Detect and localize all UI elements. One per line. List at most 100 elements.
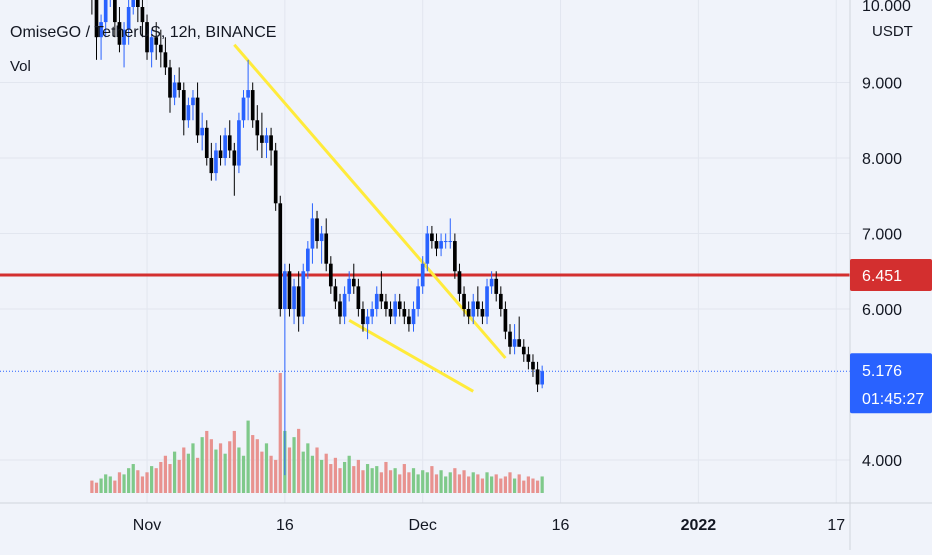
volume-bar: [508, 472, 512, 493]
candle-body: [131, 0, 136, 7]
volume-bar: [122, 474, 126, 493]
candle: [489, 271, 494, 294]
y-tick-label: 4.000: [862, 453, 902, 470]
volume-bar: [264, 443, 269, 493]
volume-bar: [113, 480, 117, 493]
candle: [333, 278, 338, 309]
candle-body: [315, 218, 319, 242]
candle-body: [126, 7, 131, 30]
price-badges: 6.451 5.176 01:45:27: [850, 258, 932, 414]
trendline-upper: [233, 43, 507, 360]
volume-bar: [200, 437, 204, 493]
volume-bar: [421, 470, 425, 493]
volume-bar: [512, 478, 517, 493]
candle: [462, 286, 466, 317]
candle-body: [200, 127, 204, 136]
volume-bar: [379, 472, 383, 493]
candle-body: [94, 0, 99, 38]
candle: [145, 14, 149, 60]
candle: [338, 293, 342, 325]
candle: [99, 14, 103, 60]
candle: [204, 120, 209, 166]
candle-body: [540, 371, 544, 385]
candle-body: [512, 339, 517, 347]
candle-body: [374, 293, 379, 309]
volume-bar: [352, 466, 356, 493]
candle: [370, 301, 374, 325]
volume-bar: [476, 474, 480, 493]
candle: [287, 263, 292, 317]
volume-bar: [140, 476, 145, 493]
candle-body: [384, 301, 388, 309]
candle-body: [283, 271, 287, 309]
candle: [264, 127, 269, 158]
candlesticks: [91, 0, 544, 476]
candle-body: [476, 301, 480, 309]
candle-body: [246, 90, 250, 98]
candle: [158, 29, 163, 68]
volume-bar: [333, 457, 338, 493]
candle-body: [301, 271, 306, 317]
candle-body: [287, 271, 292, 309]
candle-body: [149, 37, 154, 53]
symbol-title[interactable]: OmiseGO / TetherUS, 12h, BINANCE: [10, 24, 277, 41]
candle-body: [232, 150, 237, 166]
candle: [342, 286, 347, 325]
volume-bar: [297, 428, 301, 493]
candle: [191, 90, 195, 121]
candle: [301, 263, 306, 325]
candle: [540, 365, 544, 389]
candle-body: [338, 301, 342, 317]
candle: [117, 7, 122, 53]
candle: [103, 0, 108, 38]
candle-body: [306, 248, 310, 272]
candle: [172, 74, 177, 106]
candle: [273, 142, 278, 211]
candle: [402, 301, 407, 325]
candle-body: [122, 29, 126, 45]
plot-area: [0, 0, 850, 503]
volume-bar: [168, 464, 172, 493]
volume-bar: [453, 468, 457, 493]
candle: [113, 0, 117, 38]
drawings: [0, 43, 850, 393]
candle-body: [430, 233, 434, 242]
volume-bar: [136, 470, 140, 493]
volume-bar: [439, 470, 443, 493]
candle-body: [168, 67, 172, 98]
volume-bar: [241, 455, 246, 493]
volume-bar: [154, 468, 158, 493]
candle-body: [361, 309, 365, 325]
volume-bar: [182, 447, 186, 493]
volume-bar: [255, 439, 259, 493]
candle: [503, 301, 508, 340]
candle-body: [172, 82, 177, 98]
volume-bar: [499, 478, 503, 493]
candle: [512, 324, 517, 355]
volume-bar: [127, 468, 131, 493]
candle-body: [443, 241, 448, 243]
volume-bars: [90, 373, 544, 493]
candle: [140, 0, 145, 38]
candle-body: [535, 369, 540, 385]
candle-body: [310, 218, 315, 249]
volume-bar: [163, 455, 168, 493]
countdown-value: 01:45:27: [862, 391, 924, 408]
candle-body: [264, 135, 269, 143]
y-tick-label: 9.000: [862, 76, 902, 93]
volume-bar: [131, 464, 135, 493]
candle: [227, 120, 232, 158]
candle-body: [457, 271, 462, 294]
candle: [296, 271, 301, 332]
volume-legend-label[interactable]: Vol: [10, 58, 31, 75]
volume-bar: [260, 451, 264, 493]
grid: [0, 0, 850, 503]
volume-bar: [393, 468, 397, 493]
candle-body: [397, 301, 402, 309]
candle-body: [411, 309, 416, 325]
candle-body: [531, 361, 535, 370]
candle: [154, 22, 159, 60]
y-tick-label: 6.000: [862, 302, 902, 319]
